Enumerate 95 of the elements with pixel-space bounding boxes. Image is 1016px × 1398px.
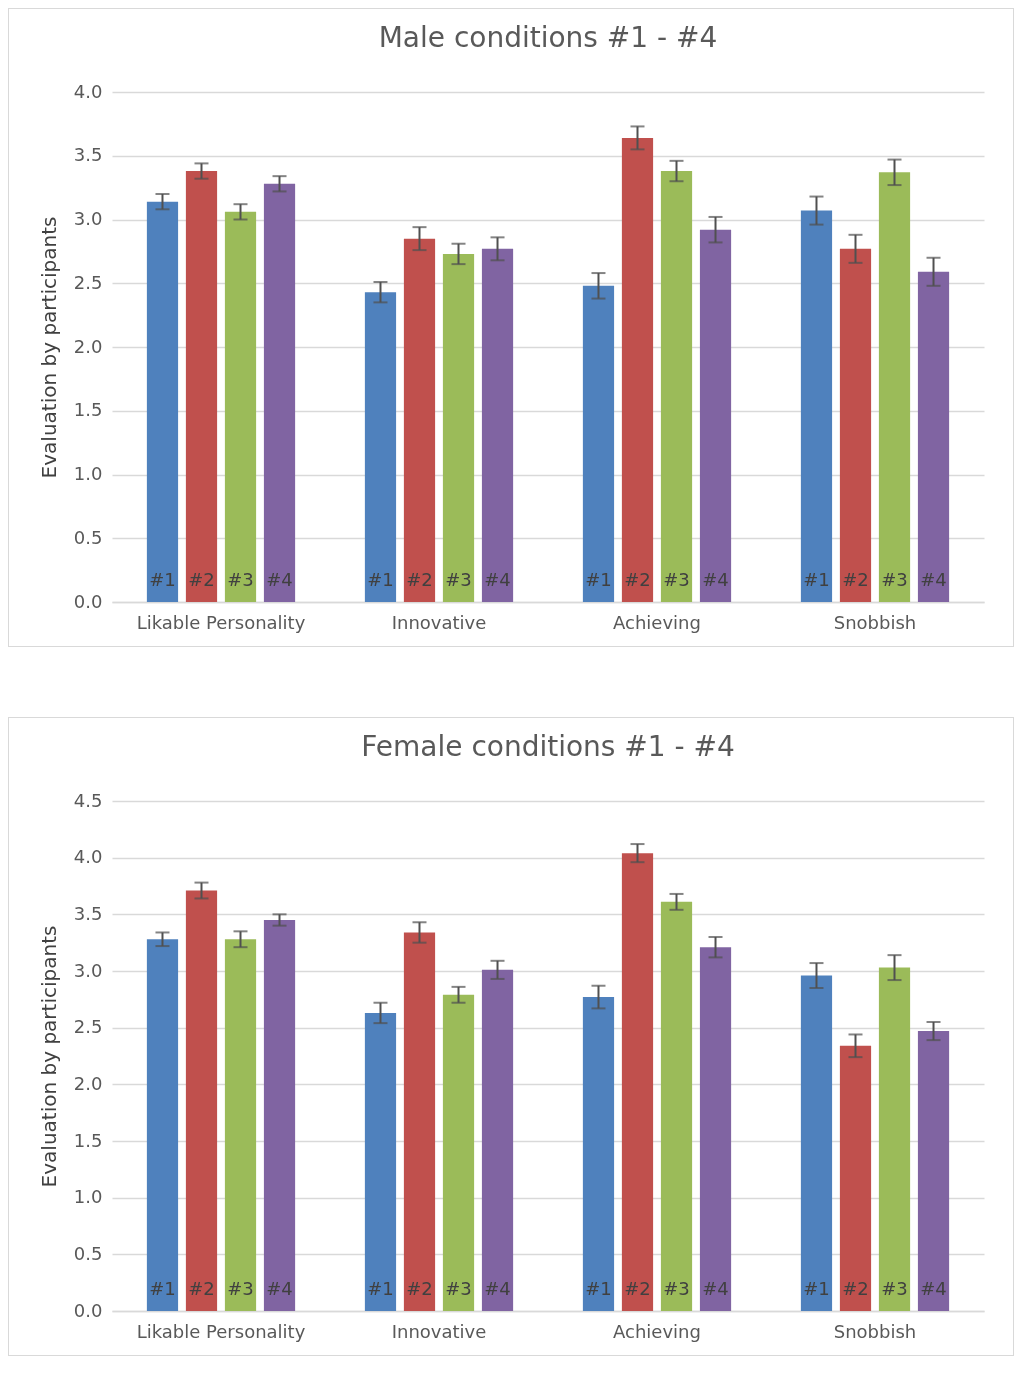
series-label: #1 (367, 569, 394, 590)
bar (699, 229, 732, 602)
text: #2 (406, 569, 433, 590)
y-axis-title: Evaluation by participants (36, 925, 61, 1188)
text: #3 (663, 569, 690, 590)
x-tick-label: Snobbish (833, 1320, 917, 1342)
text: #3 (881, 569, 908, 590)
text: #1 (149, 1278, 176, 1299)
x-tick-label: Achieving (613, 1320, 701, 1342)
bar (263, 920, 296, 1311)
series-label: #3 (227, 1278, 254, 1299)
bar (224, 939, 257, 1311)
text: #1 (585, 569, 612, 590)
bar (917, 271, 950, 602)
text: #2 (842, 569, 869, 590)
bar (403, 238, 436, 602)
bar (621, 853, 654, 1311)
y-tick-label: 4.0 (73, 80, 103, 102)
y-tick-label: 0.0 (73, 590, 103, 612)
bar (800, 975, 833, 1311)
x-tick-label: Innovative (391, 1320, 487, 1342)
text: #3 (881, 1278, 908, 1299)
y-tick-label: 0.0 (73, 1299, 103, 1321)
bar (185, 890, 218, 1311)
bar (146, 201, 179, 602)
bar (185, 171, 218, 602)
x-tick-label: Achieving (613, 611, 701, 633)
chart-title: Male conditions #1 - #4 (378, 21, 718, 54)
bar (224, 211, 257, 602)
bar (263, 183, 296, 602)
bar (839, 248, 872, 602)
text: #4 (484, 1278, 511, 1299)
text: #3 (663, 1278, 690, 1299)
bar (917, 1031, 950, 1311)
text: #1 (803, 1278, 830, 1299)
text: #4 (920, 1278, 947, 1299)
text: #4 (484, 569, 511, 590)
series-label: #1 (367, 1278, 394, 1299)
y-tick-label: 3.0 (73, 959, 103, 981)
y-tick-label: 1.0 (73, 463, 103, 484)
text: #4 (702, 569, 729, 590)
bar (481, 248, 514, 602)
chart-title: Female conditions #1 - #4 (361, 730, 735, 763)
text: #4 (920, 569, 947, 590)
bar (481, 969, 514, 1311)
bar (442, 994, 475, 1311)
bar (364, 1012, 397, 1311)
series-label: #3 (227, 569, 254, 590)
bar (660, 171, 693, 602)
y-tick-label: 1.5 (73, 399, 103, 421)
bar (582, 285, 615, 602)
y-tick-label: 1.5 (73, 1129, 103, 1151)
text: #3 (445, 1278, 472, 1299)
y-tick-label: 3.0 (73, 208, 103, 229)
bar (660, 901, 693, 1311)
bar (442, 253, 475, 602)
text: #1 (149, 569, 176, 590)
bar (364, 292, 397, 602)
x-tick-label: Innovative (391, 611, 487, 633)
y-tick-label: 1.0 (73, 1186, 103, 1208)
y-tick-label: 4.5 (73, 789, 103, 811)
text: #2 (624, 1278, 651, 1299)
bar (146, 939, 179, 1311)
series-label: #2 (188, 1278, 215, 1299)
y-tick-label: 2.5 (73, 1016, 103, 1038)
y-tick-label: 3.5 (73, 144, 103, 166)
series-label: #4 (266, 569, 293, 590)
bar (582, 997, 615, 1311)
y-axis-title: Evaluation by participants (36, 216, 61, 479)
bar (403, 932, 436, 1311)
bar (878, 172, 911, 602)
x-tick-label: Likable Personality (136, 1320, 306, 1342)
text: #1 (803, 569, 830, 590)
y-tick-label: 2.5 (73, 271, 103, 293)
y-tick-label: 4.0 (73, 846, 103, 868)
bar (839, 1045, 872, 1311)
y-tick-label: 3.5 (73, 902, 103, 924)
y-tick-label: 2.0 (73, 335, 103, 357)
y-tick-label: 0.5 (73, 1242, 103, 1264)
text: #3 (445, 569, 472, 590)
series-label: #4 (266, 1278, 293, 1299)
bar (800, 210, 833, 602)
text: #4 (702, 1278, 729, 1299)
bar (621, 137, 654, 602)
series-label: #2 (188, 569, 215, 590)
text: #2 (842, 1278, 869, 1299)
text: #2 (406, 1278, 433, 1299)
bar (878, 967, 911, 1311)
x-tick-label: Likable Personality (136, 611, 306, 633)
x-tick-label: Snobbish (833, 611, 917, 633)
text: #1 (585, 1278, 612, 1299)
y-tick-label: 0.5 (73, 526, 103, 548)
bar (699, 947, 732, 1311)
y-tick-label: 2.0 (73, 1072, 103, 1094)
text: #2 (624, 569, 651, 590)
